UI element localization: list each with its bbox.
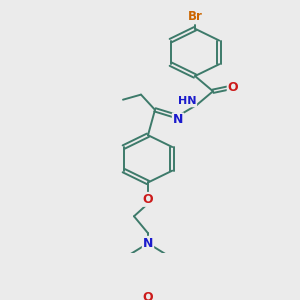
Text: HN: HN (178, 96, 196, 106)
Text: O: O (143, 193, 153, 206)
Text: Br: Br (188, 11, 202, 23)
Text: O: O (143, 291, 153, 300)
Text: O: O (228, 81, 238, 94)
Text: N: N (143, 237, 153, 250)
Text: N: N (173, 113, 183, 127)
